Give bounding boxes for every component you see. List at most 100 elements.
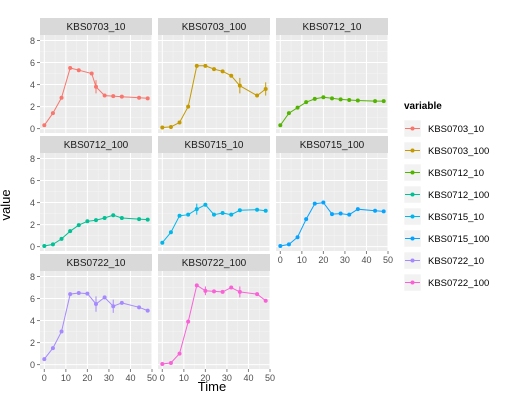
legend-label: KBS0722_10 <box>428 256 484 267</box>
legend-item: KBS0715_10 <box>403 207 484 226</box>
data-point <box>194 283 199 288</box>
data-point <box>137 305 142 310</box>
data-point <box>76 68 81 73</box>
y-tick-label: 8 <box>30 154 35 164</box>
data-point <box>312 201 317 206</box>
x-tick-label: 30 <box>340 255 350 265</box>
y-tick-label: 8 <box>30 36 35 46</box>
facet-strip-label: KBS0703_100 <box>182 22 247 33</box>
data-point <box>85 291 90 296</box>
x-tick-label: 20 <box>200 373 210 383</box>
data-point <box>338 211 343 216</box>
y-tick-label: 4 <box>30 316 35 326</box>
data-point <box>355 98 360 103</box>
y-tick-label: 6 <box>30 294 35 304</box>
y-tick-label: 2 <box>30 220 35 230</box>
legend-key-point <box>410 148 415 153</box>
data-point <box>255 207 260 212</box>
facet-panel: KBS0722_100 0 10 20 30 40 50 <box>158 254 275 383</box>
data-point <box>295 105 300 110</box>
x-tick-label: 10 <box>179 373 189 383</box>
x-tick-label: 10 <box>297 255 307 265</box>
data-point <box>50 346 55 351</box>
data-point <box>177 213 182 218</box>
data-point <box>212 67 216 72</box>
data-point <box>89 71 94 76</box>
data-point <box>42 123 47 128</box>
legend-key-point <box>410 126 415 131</box>
panel-background <box>276 153 388 251</box>
series-line <box>161 204 266 244</box>
data-point <box>203 202 208 207</box>
data-point <box>373 99 378 104</box>
x-tick-label: 40 <box>361 255 371 265</box>
data-point <box>338 97 343 102</box>
data-point <box>321 200 326 205</box>
series-line <box>162 284 267 365</box>
facet-strip <box>158 254 270 271</box>
data-point <box>111 94 116 99</box>
data-point <box>102 295 107 300</box>
y-tick-label: 2 <box>30 338 35 348</box>
legend-item: KBS0703_100 <box>403 141 489 160</box>
facet-strip <box>276 136 388 153</box>
data-point <box>68 229 73 234</box>
x-tick-label: 50 <box>147 373 157 383</box>
x-tick-label: 10 <box>61 373 71 383</box>
data-point <box>186 319 191 324</box>
data-point <box>68 292 73 297</box>
data-point <box>321 95 326 100</box>
data-point <box>220 211 225 216</box>
data-point <box>355 207 360 212</box>
data-point <box>111 213 116 218</box>
x-tick-label: 20 <box>82 373 92 383</box>
data-point <box>237 208 242 213</box>
x-tick-label: 40 <box>243 373 253 383</box>
legend-key-point <box>410 280 415 285</box>
data-point <box>229 285 234 290</box>
data-point <box>137 95 142 100</box>
data-point <box>347 97 352 102</box>
data-point <box>160 125 165 130</box>
legend-key-point <box>410 236 415 241</box>
data-point <box>220 69 225 74</box>
data-point <box>145 217 150 222</box>
facet-strip-label: KBS0712_100 <box>64 140 129 151</box>
data-point <box>42 357 47 362</box>
data-point <box>94 302 98 307</box>
data-point <box>168 230 173 235</box>
facet-panel: KBS0715_10 <box>158 136 271 251</box>
facet-strip <box>276 18 388 35</box>
data-point <box>263 86 268 91</box>
x-tick-label: 0 <box>42 373 47 383</box>
x-tick-label: 30 <box>222 373 232 383</box>
data-point <box>94 218 98 223</box>
y-tick-label: 2 <box>30 102 35 112</box>
panel-background <box>276 35 388 133</box>
x-tick-label: 0 <box>278 255 283 265</box>
x-tick-label: 50 <box>265 373 275 383</box>
facet-strip <box>40 254 152 271</box>
data-point <box>94 84 98 89</box>
data-point <box>59 95 64 100</box>
facet-panel: KBS0703_10 0 2 4 6 8 <box>30 18 153 134</box>
panel-background <box>40 153 152 251</box>
data-point <box>347 212 352 217</box>
y-tick-label: 4 <box>30 80 35 90</box>
data-point <box>168 124 173 129</box>
data-point <box>50 111 55 116</box>
data-point <box>145 308 150 313</box>
panel-background <box>158 153 270 251</box>
data-point <box>220 289 225 294</box>
facet-panel: KBS0712_100 0 2 4 6 8 <box>30 136 153 252</box>
data-point <box>312 96 317 101</box>
data-point <box>229 73 234 78</box>
data-point <box>295 235 300 240</box>
legend-label: KBS0715_100 <box>428 234 489 245</box>
data-point <box>145 96 150 101</box>
data-point <box>186 104 191 109</box>
facet-panel: KBS0715_100 0 10 20 30 40 50 <box>276 136 393 265</box>
legend-key-point <box>410 170 415 175</box>
